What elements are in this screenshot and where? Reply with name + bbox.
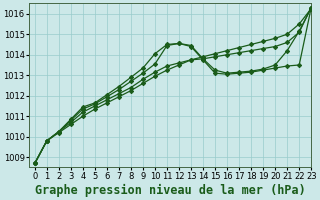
- X-axis label: Graphe pression niveau de la mer (hPa): Graphe pression niveau de la mer (hPa): [35, 183, 305, 197]
